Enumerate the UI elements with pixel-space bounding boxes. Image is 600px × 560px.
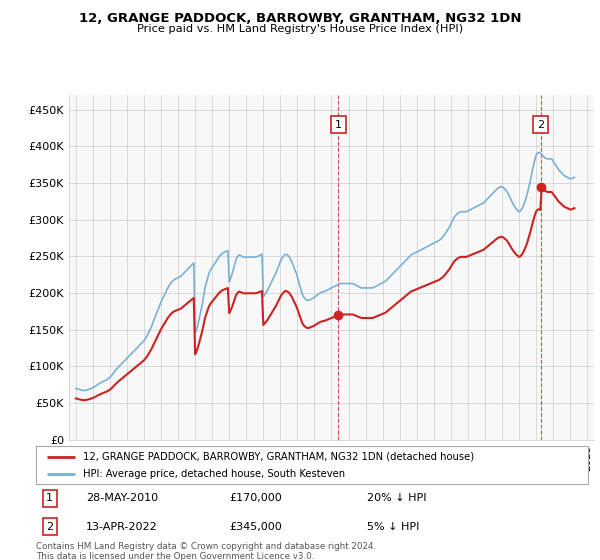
Text: 28-MAY-2010: 28-MAY-2010	[86, 493, 158, 503]
Text: 12, GRANGE PADDOCK, BARROWBY, GRANTHAM, NG32 1DN: 12, GRANGE PADDOCK, BARROWBY, GRANTHAM, …	[79, 12, 521, 25]
Text: 1: 1	[335, 119, 342, 129]
Text: HPI: Average price, detached house, South Kesteven: HPI: Average price, detached house, Sout…	[83, 469, 345, 479]
Text: £170,000: £170,000	[229, 493, 282, 503]
Text: 20% ↓ HPI: 20% ↓ HPI	[367, 493, 427, 503]
Text: 1: 1	[46, 493, 53, 503]
Text: 12, GRANGE PADDOCK, BARROWBY, GRANTHAM, NG32 1DN (detached house): 12, GRANGE PADDOCK, BARROWBY, GRANTHAM, …	[83, 451, 474, 461]
Text: Price paid vs. HM Land Registry's House Price Index (HPI): Price paid vs. HM Land Registry's House …	[137, 24, 463, 34]
Text: £345,000: £345,000	[229, 521, 282, 531]
Text: Contains HM Land Registry data © Crown copyright and database right 2024.
This d: Contains HM Land Registry data © Crown c…	[36, 542, 376, 560]
Text: 5% ↓ HPI: 5% ↓ HPI	[367, 521, 419, 531]
Text: 2: 2	[46, 521, 53, 531]
Text: 13-APR-2022: 13-APR-2022	[86, 521, 157, 531]
Text: 2: 2	[537, 119, 544, 129]
